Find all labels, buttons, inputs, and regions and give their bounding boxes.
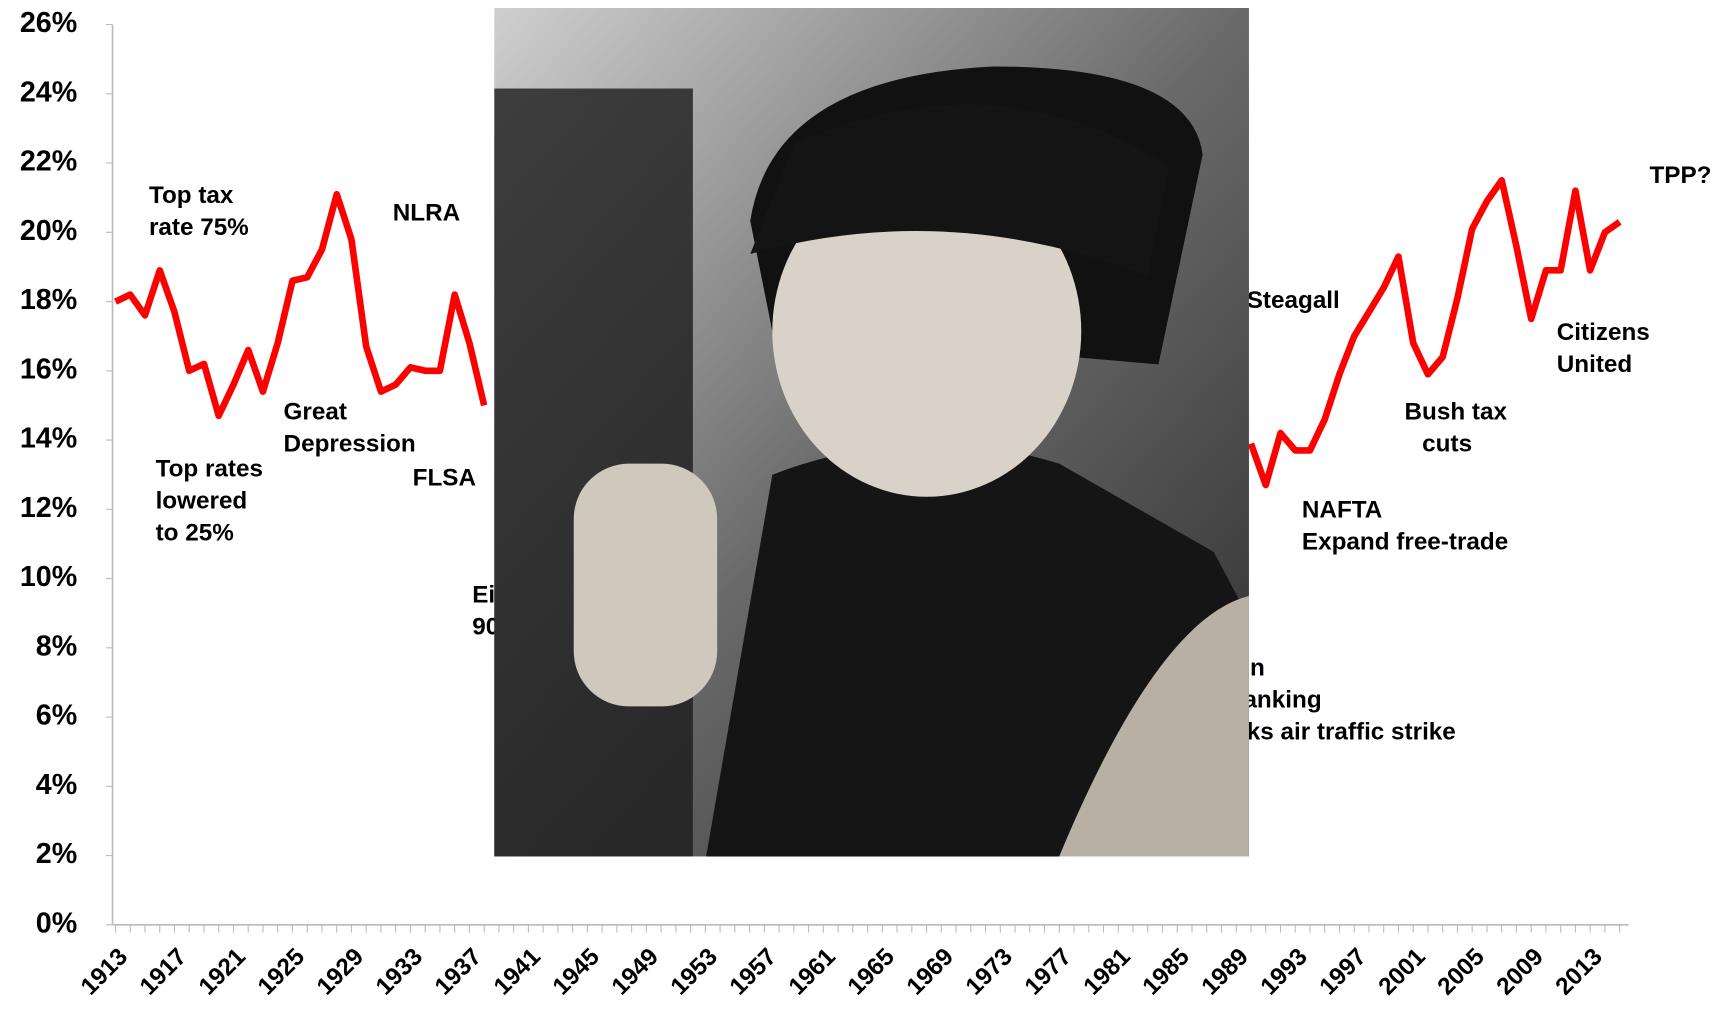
- y-tick-label: 2%: [36, 838, 77, 870]
- y-tick-label: 8%: [36, 630, 77, 662]
- annotation: NAFTA: [1302, 497, 1382, 524]
- y-tick-label: 20%: [20, 215, 77, 247]
- x-tick-label: 2013: [1550, 943, 1607, 1000]
- x-tick-label: 1937: [430, 943, 487, 1000]
- annotation: United: [1557, 351, 1633, 378]
- x-tick-label: 1925: [253, 943, 310, 1000]
- annotation: FLSA: [413, 465, 476, 492]
- x-tick-label: 1945: [548, 943, 605, 1000]
- x-tick-label: 1969: [902, 943, 959, 1000]
- y-tick-label: 16%: [20, 353, 77, 385]
- x-tick-label: 1929: [312, 943, 369, 1000]
- x-tick-label: 1997: [1315, 943, 1372, 1000]
- y-tick-label: 6%: [36, 700, 77, 732]
- x-tick-label: 1989: [1197, 943, 1254, 1000]
- x-tick-label: 1917: [135, 943, 192, 1000]
- x-tick-label: 2005: [1433, 943, 1490, 1000]
- line: [114, 177, 1622, 489]
- x-tick-label: 1921: [194, 943, 251, 1000]
- x-tick-label: 1941: [489, 943, 546, 1000]
- annotation: to 25%: [156, 520, 234, 547]
- x-tick-label: 1913: [76, 943, 133, 1000]
- annotation: TPP?: [1649, 162, 1711, 189]
- x-tick-label: 1985: [1138, 943, 1195, 1000]
- annotation: Ei: [472, 581, 495, 608]
- annotation: Depression: [284, 430, 416, 457]
- y-tick-label: 26%: [20, 7, 77, 39]
- photo: [494, 7, 1249, 857]
- x-tick-label: 1993: [1256, 943, 1313, 1000]
- annotation: rate 75%: [149, 214, 249, 241]
- annotation: Citizens: [1557, 319, 1650, 346]
- annotation: ks air traffic strike: [1247, 718, 1456, 745]
- x-tick-label: 1965: [843, 943, 900, 1000]
- y-tick-label: 14%: [20, 423, 77, 455]
- y-tick-label: 24%: [20, 76, 77, 108]
- annotation: n: [1250, 654, 1265, 681]
- y-tick-label: 10%: [20, 561, 77, 593]
- x-tick-label: 1973: [961, 943, 1018, 1000]
- annotation: Steagall: [1247, 287, 1340, 314]
- annotation: Top rates: [156, 456, 263, 483]
- annotation: Expand free-trade: [1302, 529, 1508, 556]
- x-tick-label: 2009: [1492, 943, 1549, 1000]
- annotation: cuts: [1422, 430, 1472, 457]
- annotation: Bush tax: [1405, 398, 1508, 425]
- y-tick-label: 4%: [36, 769, 77, 801]
- y-tick-label: 0%: [36, 907, 77, 939]
- x-tick-label: 1957: [725, 943, 782, 1000]
- x-tick-label: 1981: [1079, 943, 1136, 1000]
- x-tick-label: 1977: [1020, 943, 1077, 1000]
- y-tick-label: 12%: [20, 492, 77, 524]
- x-tick-label: 2001: [1374, 943, 1431, 1000]
- y-tick-label: 18%: [20, 284, 77, 316]
- x-tick-label: 1933: [371, 943, 428, 1000]
- annotation: Top tax: [149, 182, 234, 209]
- x-tick-label: 1961: [784, 943, 841, 1000]
- annotation: lowered: [156, 488, 248, 515]
- annotation: anking: [1243, 686, 1321, 713]
- annotation: Great: [284, 398, 347, 425]
- x-tick-label: 1953: [666, 943, 723, 1000]
- x-tick-label: 1949: [607, 943, 664, 1000]
- annotation: NLRA: [393, 200, 460, 227]
- y-tick-label: 22%: [20, 146, 77, 178]
